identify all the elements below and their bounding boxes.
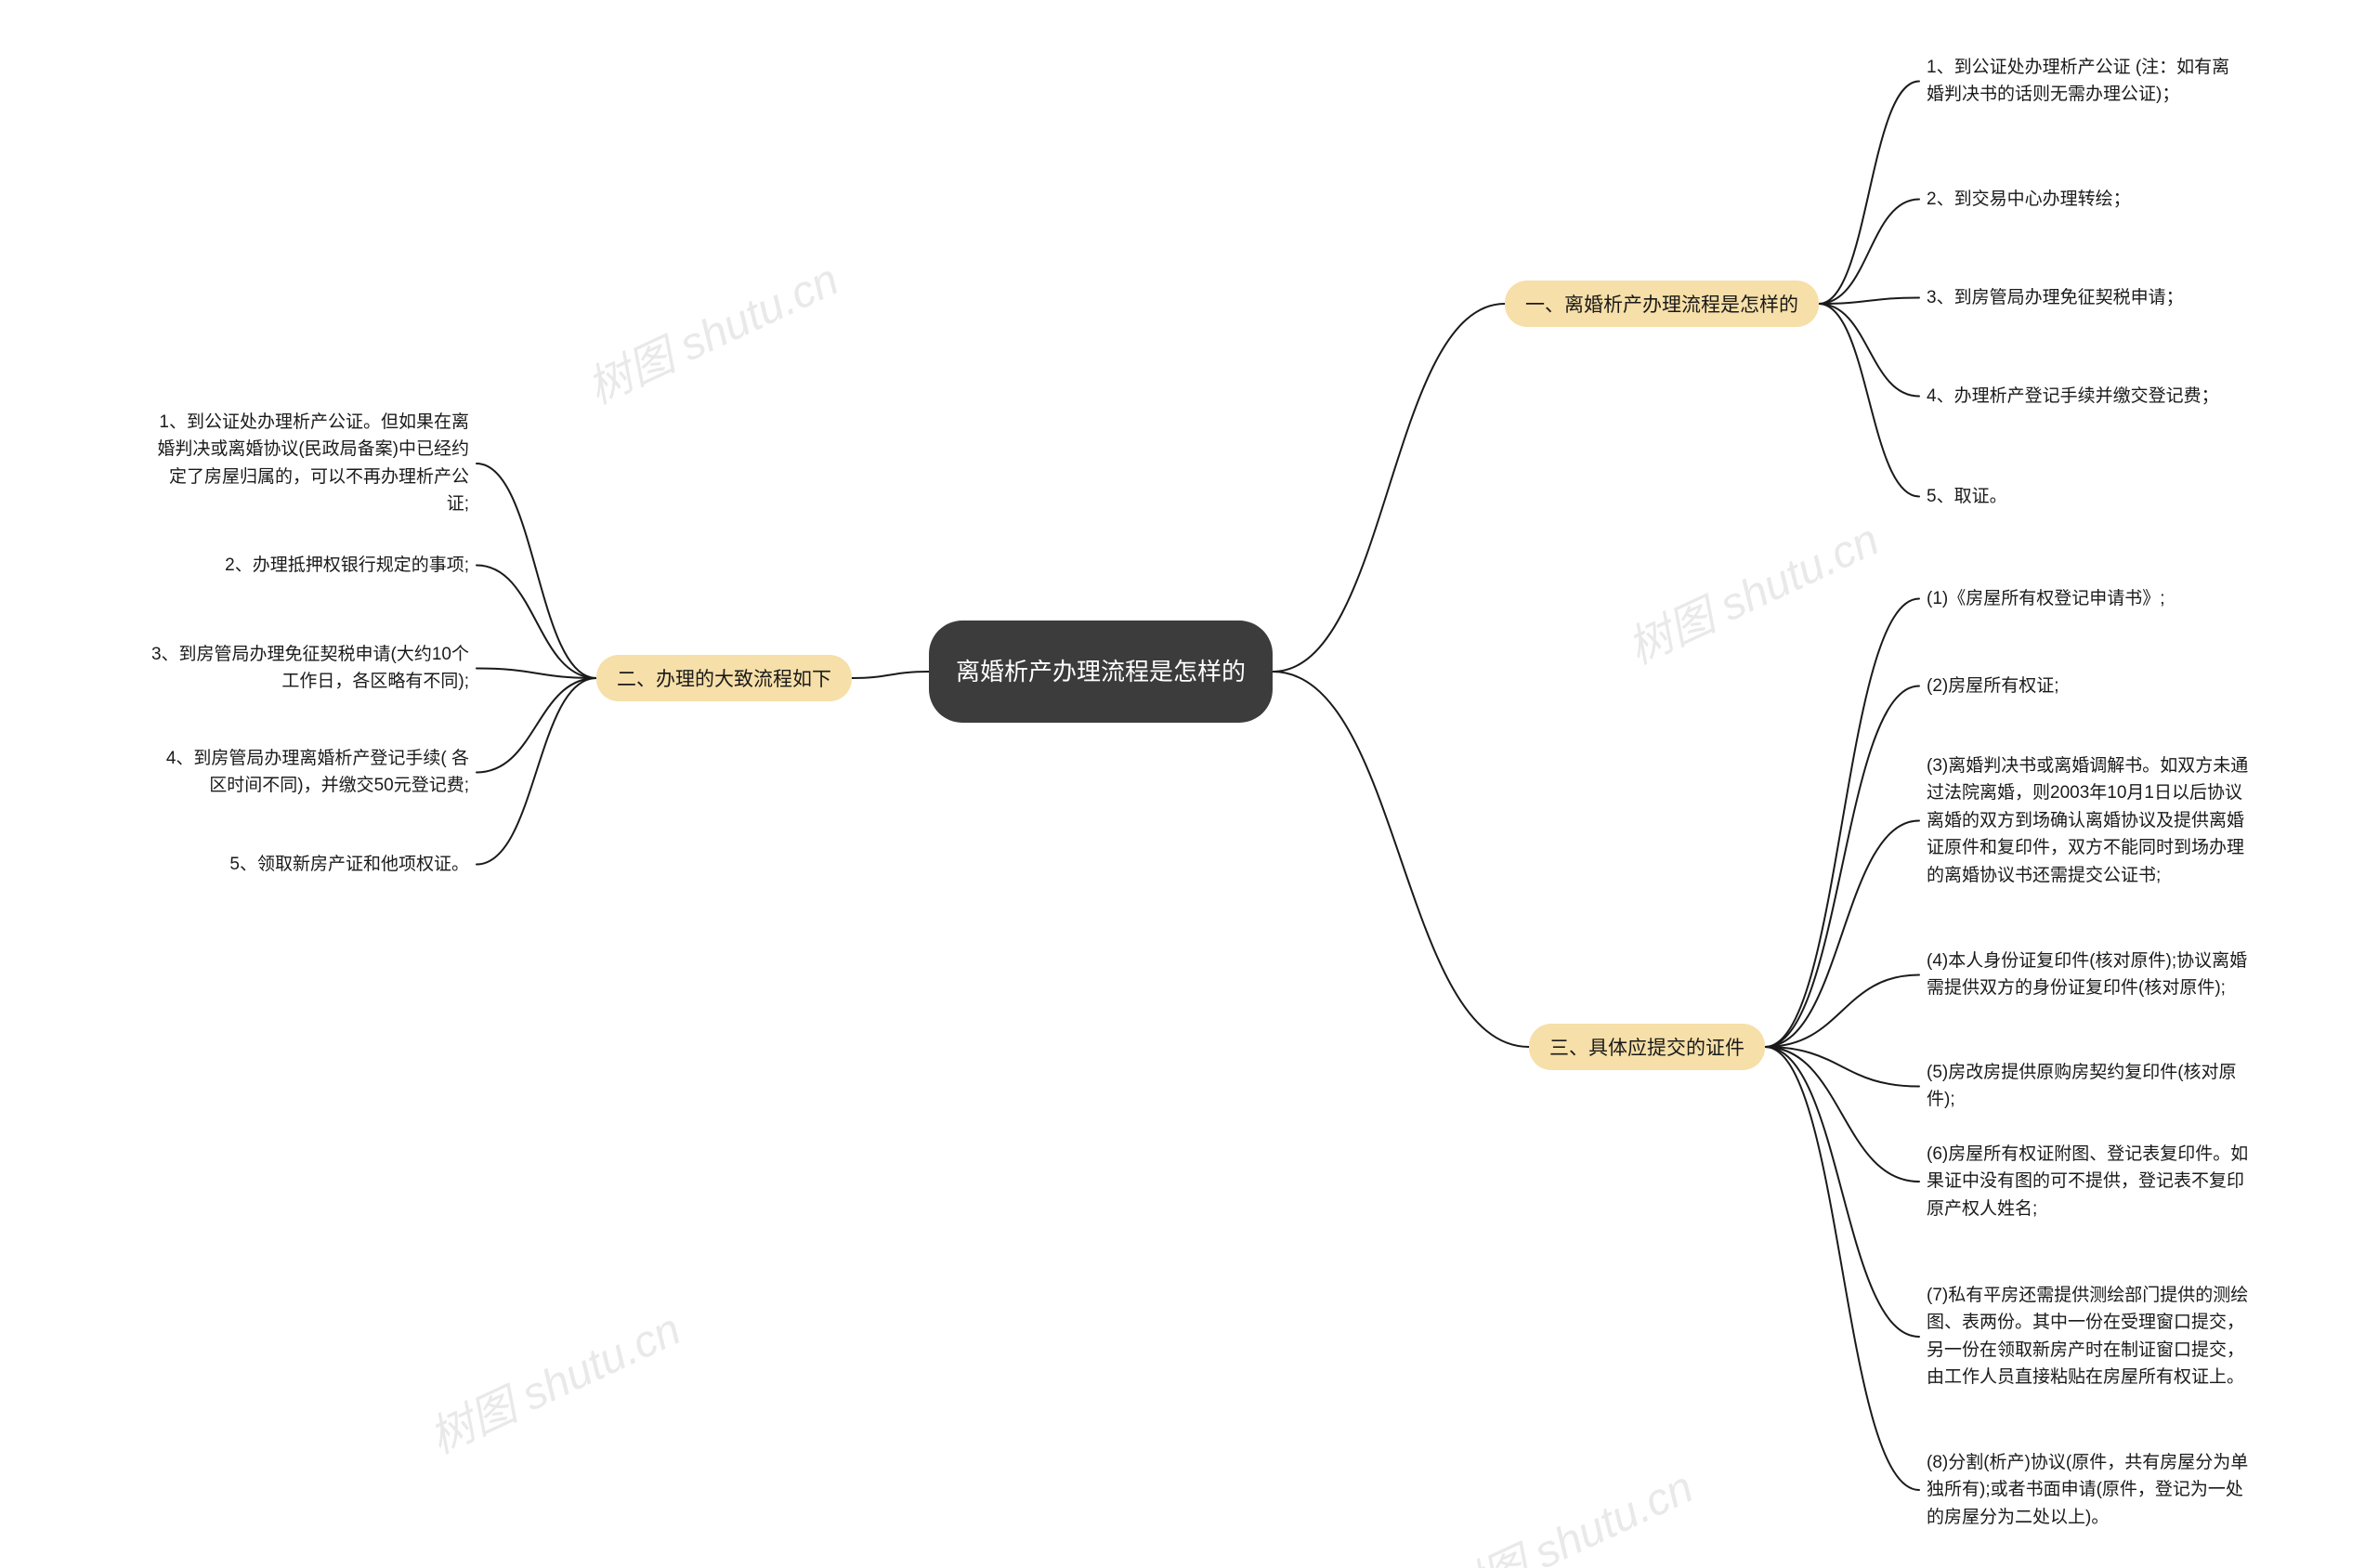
leaf-b1-5: 5、取证。 bbox=[1927, 483, 2242, 510]
branch-3-text: 三、具体应提交的证件 bbox=[1549, 1038, 1744, 1059]
leaf-text: (4)本人身份证复印件(核对原件);协议离婚需提供双方的身份证复印件(核对原件)… bbox=[1927, 951, 2247, 998]
leaf-text: (1)《房屋所有权登记申请书》; bbox=[1927, 589, 2165, 608]
branch-3: 三、具体应提交的证件 bbox=[1529, 1024, 1765, 1070]
mindmap-root: 离婚析产办理流程是怎样的 bbox=[929, 621, 1273, 723]
leaf-b3-6: (6)房屋所有权证附图、登记表复印件。如果证中没有图的可不提供，登记表不复印原产… bbox=[1927, 1141, 2252, 1222]
leaf-b1-4: 4、办理析产登记手续并缴交登记费； bbox=[1927, 383, 2242, 410]
watermark: 树图 shutu.cn bbox=[1430, 1451, 1702, 1568]
watermark-text: 树图 shutu.cn bbox=[1435, 1463, 1701, 1568]
leaf-b3-3: (3)离婚判决书或离婚调解书。如双方未通过法院离婚，则2003年10月1日以后协… bbox=[1927, 752, 2252, 889]
watermark-text: 树图 shutu.cn bbox=[1621, 516, 1887, 674]
leaf-text: 3、到房管局办理免征契税申请； bbox=[1927, 288, 2184, 307]
leaf-text: 4、办理析产登记手续并缴交登记费； bbox=[1927, 386, 2219, 406]
leaf-text: (7)私有平房还需提供测绘部门提供的测绘图、表两份。其中一份在受理窗口提交，另一… bbox=[1927, 1286, 2248, 1387]
watermark-text: 树图 shutu.cn bbox=[581, 255, 846, 414]
leaf-b3-4: (4)本人身份证复印件(核对原件);协议离婚需提供双方的身份证复印件(核对原件)… bbox=[1927, 947, 2252, 1002]
leaf-b2-2: 2、办理抵押权银行规定的事项; bbox=[149, 552, 469, 579]
leaf-b3-8: (8)分割(析产)协议(原件，共有房屋分为单独所有);或者书面申请(原件，登记为… bbox=[1927, 1449, 2252, 1531]
leaf-text: (8)分割(析产)协议(原件，共有房屋分为单独所有);或者书面申请(原件，登记为… bbox=[1927, 1453, 2248, 1527]
leaf-text: 4、到房管局办理离婚析产登记手续( 各区时间不同)，并缴交50元登记费; bbox=[166, 749, 469, 795]
leaf-text: (5)房改房提供原购房契约复印件(核对原件); bbox=[1927, 1063, 2237, 1109]
branch-2-text: 二、办理的大致流程如下 bbox=[617, 669, 831, 690]
branch-1: 一、离婚析产办理流程是怎样的 bbox=[1505, 281, 1819, 327]
leaf-b2-3: 3、到房管局办理免征契税申请(大约10个工作日，各区略有不同); bbox=[149, 641, 469, 696]
leaf-text: 2、办理抵押权银行规定的事项; bbox=[225, 555, 469, 575]
watermark: 树图 shutu.cn bbox=[575, 243, 847, 416]
leaf-b1-1: 1、到公证处办理析产公证 (注：如有离婚判决书的话则无需办理公证)； bbox=[1927, 54, 2242, 109]
leaf-b3-1: (1)《房屋所有权登记申请书》; bbox=[1927, 585, 2252, 612]
leaf-text: 1、到公证处办理析产公证 (注：如有离婚判决书的话则无需办理公证)； bbox=[1927, 58, 2229, 104]
leaf-b2-4: 4、到房管局办理离婚析产登记手续( 各区时间不同)，并缴交50元登记费; bbox=[149, 745, 469, 800]
leaf-b1-2: 2、到交易中心办理转绘； bbox=[1927, 186, 2242, 213]
leaf-text: 5、领取新房产证和他项权证。 bbox=[229, 855, 469, 874]
leaf-text: 1、到公证处办理析产公证。但如果在离婚判决或离婚协议(民政局备案)中已经约定了房… bbox=[157, 412, 469, 514]
leaf-text: 3、到房管局办理免征契税申请(大约10个工作日，各区略有不同); bbox=[151, 645, 469, 691]
leaf-b3-5: (5)房改房提供原购房契约复印件(核对原件); bbox=[1927, 1059, 2252, 1114]
leaf-b2-5: 5、领取新房产证和他项权证。 bbox=[149, 851, 469, 878]
leaf-text: (6)房屋所有权证附图、登记表复印件。如果证中没有图的可不提供，登记表不复印原产… bbox=[1927, 1144, 2248, 1219]
branch-1-text: 一、离婚析产办理流程是怎样的 bbox=[1525, 294, 1798, 316]
watermark: 树图 shutu.cn bbox=[1615, 503, 1888, 676]
leaf-text: (3)离婚判决书或离婚调解书。如双方未通过法院离婚，则2003年10月1日以后协… bbox=[1927, 756, 2248, 885]
branch-2: 二、办理的大致流程如下 bbox=[596, 655, 852, 701]
leaf-b2-1: 1、到公证处办理析产公证。但如果在离婚判决或离婚协议(民政局备案)中已经约定了房… bbox=[149, 409, 469, 518]
leaf-text: 5、取证。 bbox=[1927, 487, 2007, 506]
leaf-text: (2)房屋所有权证; bbox=[1927, 676, 2059, 696]
root-text: 离婚析产办理流程是怎样的 bbox=[956, 654, 1246, 690]
leaf-text: 2、到交易中心办理转绘； bbox=[1927, 189, 2131, 209]
leaf-b3-7: (7)私有平房还需提供测绘部门提供的测绘图、表两份。其中一份在受理窗口提交，另一… bbox=[1927, 1282, 2252, 1392]
leaf-b3-2: (2)房屋所有权证; bbox=[1927, 673, 2252, 699]
leaf-b1-3: 3、到房管局办理免征契税申请； bbox=[1927, 284, 2242, 311]
watermark-text: 树图 shutu.cn bbox=[423, 1305, 688, 1464]
watermark: 树图 shutu.cn bbox=[417, 1293, 689, 1466]
